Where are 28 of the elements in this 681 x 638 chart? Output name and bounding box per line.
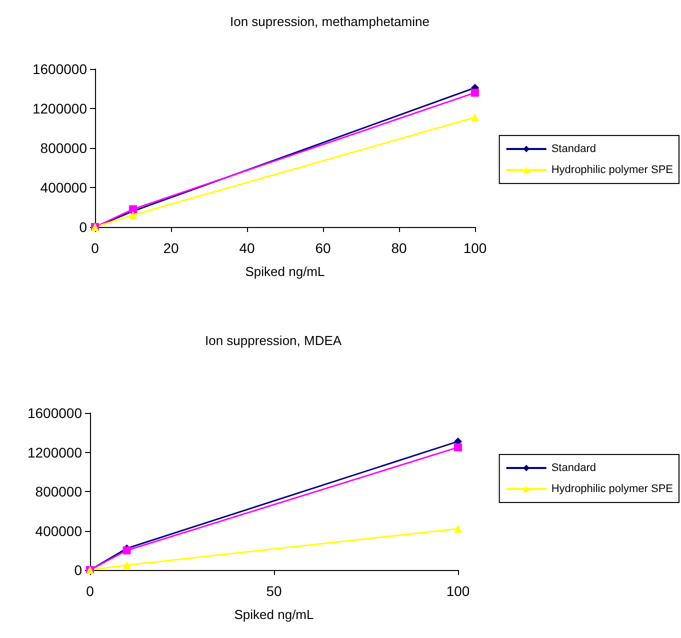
legend-label: Standard [551,143,596,155]
y-tick-label: 400000 [35,522,82,539]
y-tick-label: 800000 [35,484,82,500]
chart-title: Ion suppression, MDEA [205,333,342,348]
x-tick-label: 80 [391,240,407,256]
y-tick-label: 0 [79,219,88,235]
y-tick-label: 1600000 [27,405,82,421]
x-tick-label: 50 [266,583,282,599]
y-tick-label: 1600000 [32,61,88,77]
legend-label: Standard [551,462,596,474]
y-tick-label: 800000 [40,140,88,156]
x-tick-label: 100 [463,240,487,256]
x-axis-title: Spiked ng/mL [234,607,314,622]
point [454,443,462,452]
legend-label: Hydrophilic polymer SPE [551,483,673,495]
legend-label: Hydrophilic polymer SPE [551,164,673,176]
x-tick-label: 100 [446,583,470,599]
x-tick-label: 60 [315,240,331,256]
x-tick-label: 40 [239,240,255,256]
x-tick-label: 0 [91,240,100,256]
point [471,88,479,97]
y-tick-label: 1200000 [27,444,82,460]
x-axis-title: Spiked ng/mL [245,264,325,279]
y-tick-label: 0 [74,562,82,578]
chart-title: Ion supression, methamphetamine [230,14,430,29]
y-tick-label: 1200000 [32,100,88,116]
y-tick-label: 400000 [40,180,88,196]
x-tick-label: 20 [163,240,179,256]
